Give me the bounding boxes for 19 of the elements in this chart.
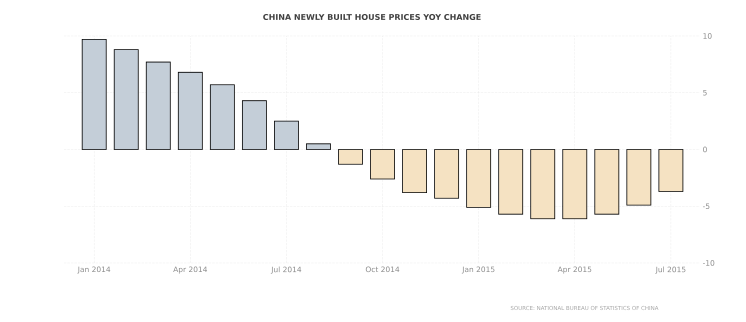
bar [562, 149, 588, 220]
bar [210, 84, 235, 150]
bar [242, 100, 267, 150]
bar [146, 62, 171, 150]
bar [306, 143, 331, 150]
bar [178, 72, 203, 150]
bar [498, 149, 524, 215]
bar [82, 38, 107, 150]
bar [530, 149, 556, 220]
bar [370, 149, 395, 180]
bar [402, 149, 427, 194]
bar [274, 120, 299, 150]
bar [338, 149, 363, 165]
bar [114, 49, 139, 150]
bar [594, 149, 620, 215]
bar [466, 149, 492, 208]
bar [626, 149, 652, 206]
bar [658, 149, 684, 192]
bar [434, 149, 460, 199]
